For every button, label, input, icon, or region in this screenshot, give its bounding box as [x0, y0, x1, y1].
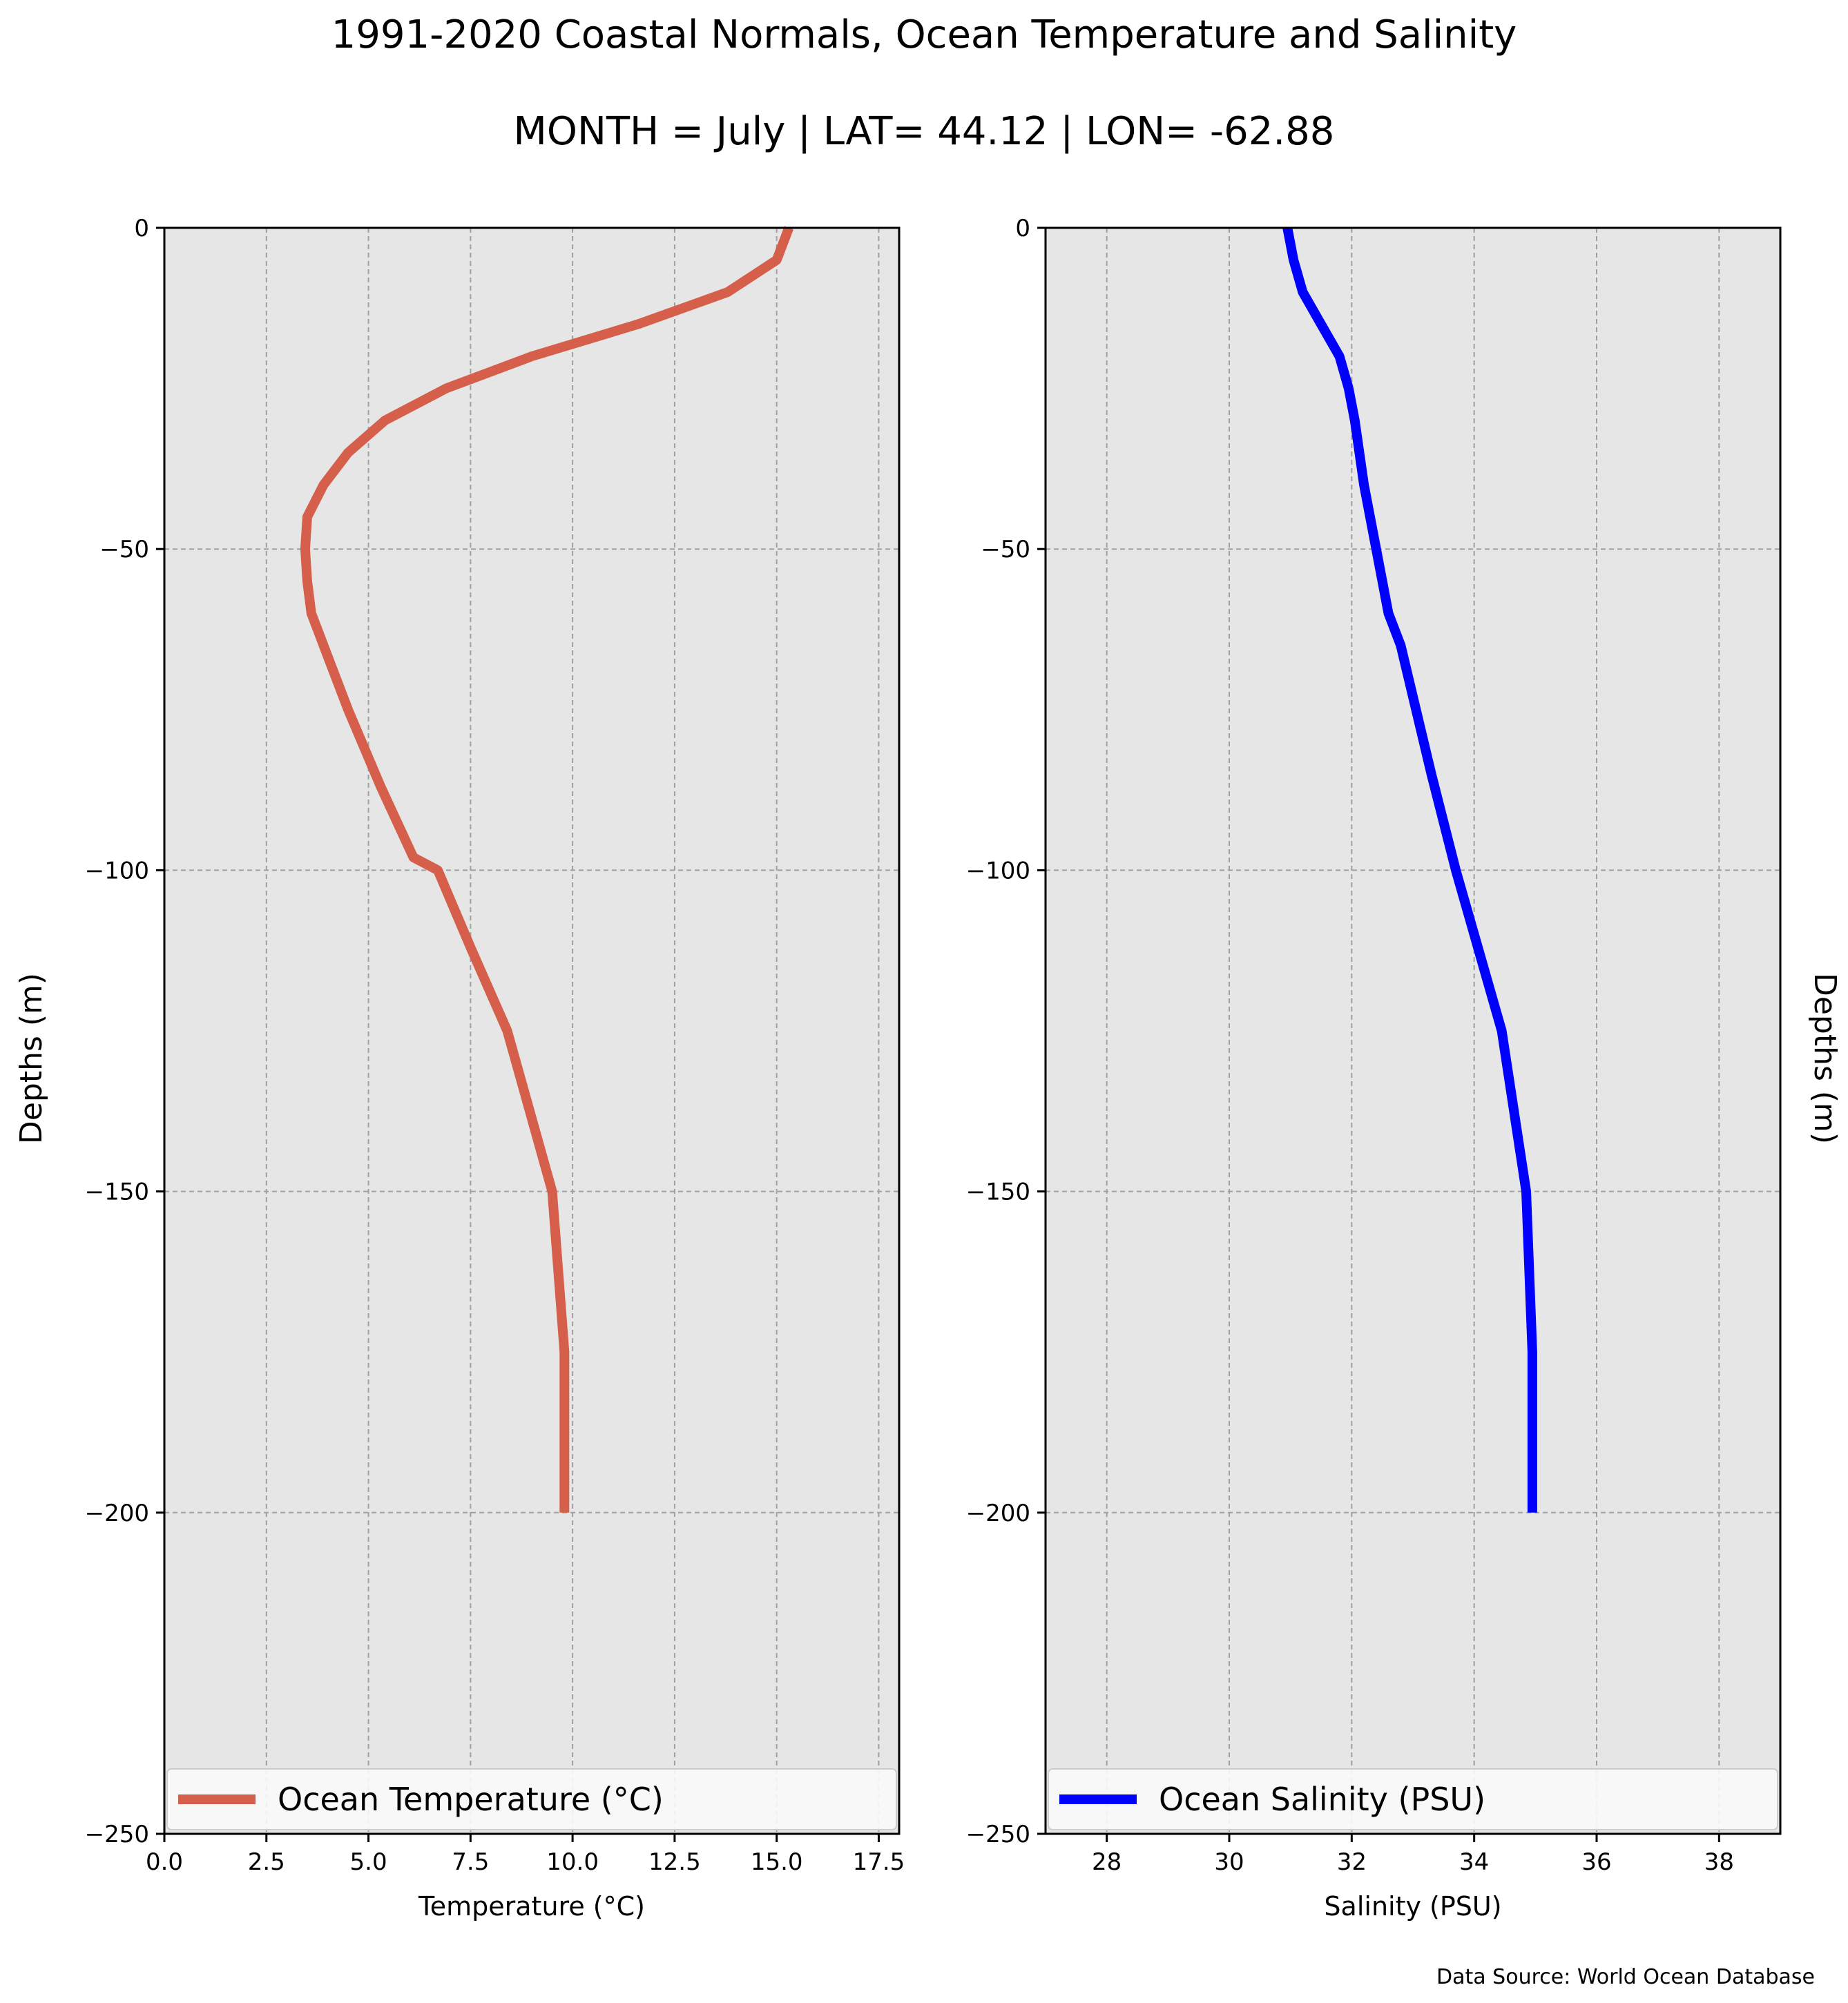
salinity-ytick-label: −250: [966, 1821, 1030, 1848]
temperature-series-line: [300, 226, 793, 1513]
salinity-plot-area: [1046, 228, 1780, 1834]
temperature-xtick-label: 2.5: [248, 1848, 285, 1876]
temperature-xtick-label: 0.0: [146, 1848, 183, 1876]
temperature-ylabel: Depths (m): [14, 973, 49, 1144]
salinity-ytick-label: −200: [966, 1500, 1030, 1527]
salinity-ylabel: Depths (m): [1807, 973, 1842, 1144]
temperature-xtick-label: 12.5: [648, 1848, 701, 1876]
temperature-legend-box: [166, 1768, 897, 1830]
data-source-note: Data Source: World Ocean Database: [1436, 1965, 1815, 1989]
temperature-ytick-label: −250: [85, 1821, 149, 1848]
salinity-legend-label: Ocean Salinity (PSU): [1159, 1781, 1485, 1818]
temperature-ytick-label: −100: [85, 857, 149, 884]
temperature-plot-area: [164, 228, 899, 1834]
salinity-ytick-label: −150: [966, 1179, 1030, 1206]
temperature-ytick-label: −50: [99, 536, 149, 563]
figure-title: 1991-2020 Coastal Normals, Ocean Tempera…: [331, 12, 1517, 57]
salinity-legend-box: [1048, 1768, 1778, 1830]
temperature-xtick-label: 17.5: [853, 1848, 905, 1876]
temperature-ytick-label: −150: [85, 1179, 149, 1206]
salinity-xtick-label: 30: [1214, 1848, 1244, 1876]
salinity-axes-frame: [1044, 226, 1782, 1835]
figure-subtitle: MONTH = July | LAT= 44.12 | LON= -62.88: [513, 109, 1335, 154]
temperature-xlabel: Temperature (°C): [418, 1891, 645, 1922]
temperature-xtick-label: 5.0: [350, 1848, 387, 1876]
salinity-xtick-label: 36: [1581, 1848, 1611, 1876]
salinity-xtick-label: 28: [1092, 1848, 1122, 1876]
salinity-xtick-label: 34: [1459, 1848, 1489, 1876]
salinity-ytick-label: 0: [1015, 215, 1030, 242]
temperature-ytick-label: 0: [134, 215, 149, 242]
temperature-xtick-label: 15.0: [751, 1848, 803, 1876]
salinity-ytick-label: −50: [981, 536, 1030, 563]
salinity-xtick-label: 32: [1337, 1848, 1367, 1876]
salinity-series-line: [1282, 226, 1537, 1513]
salinity-xtick-label: 38: [1704, 1848, 1734, 1876]
temperature-ytick-label: −200: [85, 1500, 149, 1527]
salinity-ytick-label: −100: [966, 857, 1030, 884]
temperature-xtick-label: 10.0: [546, 1848, 599, 1876]
temperature-legend-label: Ocean Temperature (°C): [278, 1781, 664, 1818]
salinity-xlabel: Salinity (PSU): [1324, 1891, 1501, 1922]
temperature-xtick-label: 7.5: [452, 1848, 489, 1876]
temperature-axes-frame: [163, 226, 901, 1835]
